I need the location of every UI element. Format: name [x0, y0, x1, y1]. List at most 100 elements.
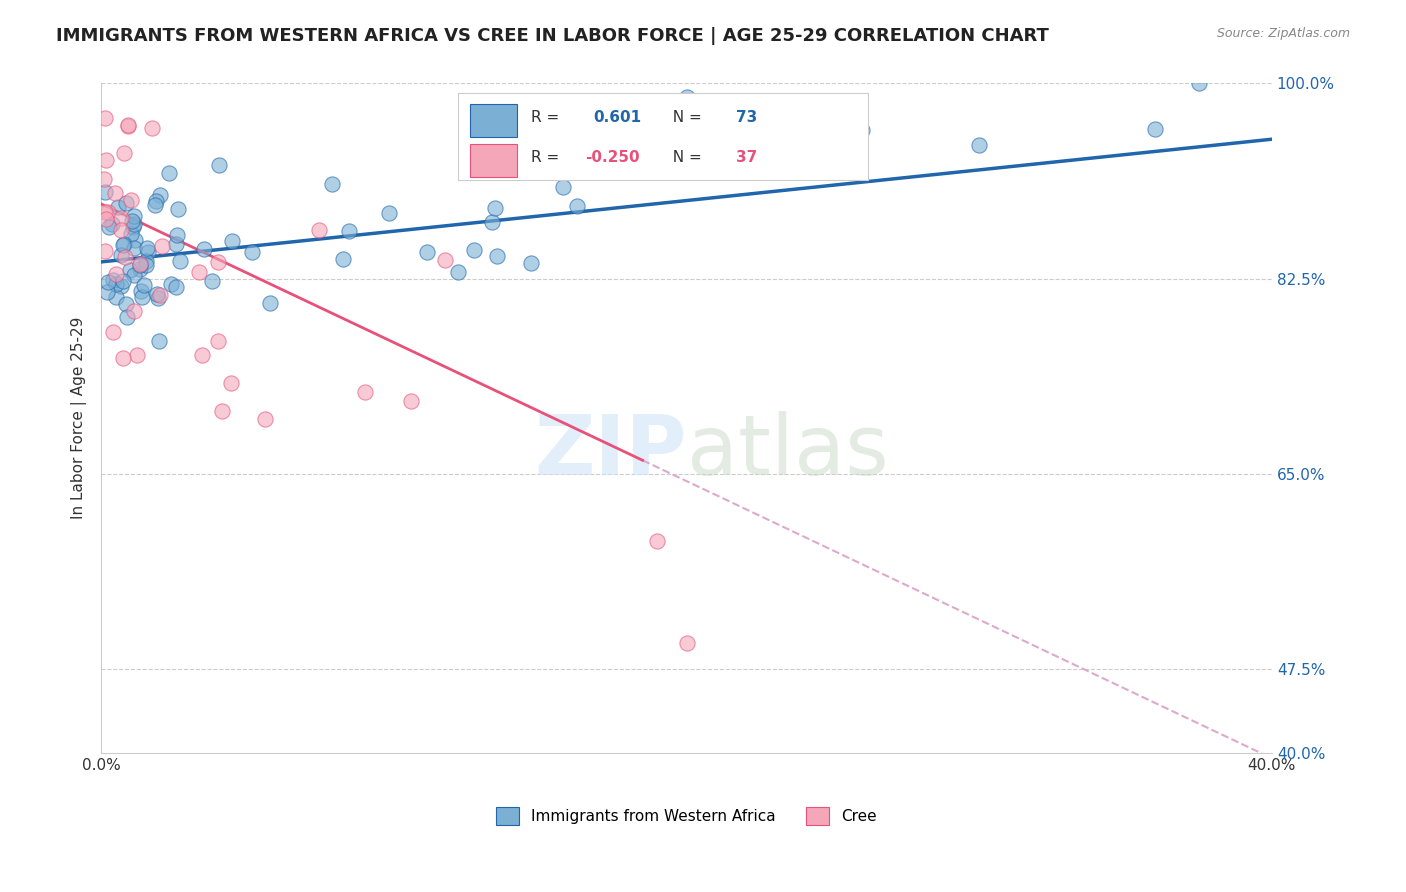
Point [150, 239, 173, 253]
Point [104, 267, 127, 281]
Point [553, 179, 575, 194]
Point [201, 274, 224, 288]
Point [141, 121, 163, 136]
Y-axis label: In Labor Force | Age 25-29: In Labor Force | Age 25-29 [72, 317, 87, 519]
Point [149, 188, 172, 202]
Point [219, 376, 242, 391]
Text: -0.250: -0.250 [585, 151, 640, 165]
Point [129, 284, 152, 298]
Point [97, 220, 120, 235]
Point [120, 193, 142, 207]
Point [378, 206, 401, 220]
Point [125, 348, 148, 362]
Point [1143, 122, 1166, 136]
Point [101, 325, 124, 339]
Point [112, 237, 135, 252]
Text: atlas: atlas [686, 411, 889, 492]
Point [240, 245, 263, 260]
Point [447, 265, 470, 279]
Point [481, 215, 503, 229]
Text: ZIP: ZIP [534, 411, 686, 492]
Point [117, 119, 139, 133]
Point [211, 404, 233, 418]
FancyBboxPatch shape [470, 144, 517, 178]
Point [107, 200, 129, 214]
Point [110, 211, 132, 225]
Text: Source: ZipAtlas.com: Source: ZipAtlas.com [1216, 27, 1350, 40]
Point [97, 204, 120, 219]
Text: 37: 37 [735, 151, 756, 165]
Point [484, 201, 506, 215]
Point [145, 287, 167, 301]
Point [148, 334, 170, 348]
Point [332, 252, 354, 267]
Point [207, 254, 229, 268]
Point [565, 199, 588, 213]
Text: N =: N = [664, 111, 707, 125]
Point [122, 217, 145, 231]
Point [97, 275, 120, 289]
FancyBboxPatch shape [458, 94, 868, 180]
Point [145, 194, 167, 208]
Point [165, 280, 187, 294]
Point [308, 223, 330, 237]
Point [110, 279, 132, 293]
Point [122, 209, 145, 223]
Point [675, 636, 697, 650]
Text: 0.601: 0.601 [593, 111, 641, 125]
Point [114, 196, 136, 211]
Point [416, 244, 439, 259]
Point [94, 111, 117, 125]
Point [105, 290, 128, 304]
Point [166, 227, 188, 242]
Point [114, 250, 136, 264]
Point [124, 233, 146, 247]
Point [128, 261, 150, 276]
Point [124, 303, 146, 318]
Point [117, 119, 139, 133]
Point [967, 138, 990, 153]
Point [122, 219, 145, 234]
Point [101, 217, 124, 231]
Point [114, 296, 136, 310]
Point [160, 277, 183, 291]
Point [259, 295, 281, 310]
Point [124, 241, 146, 255]
Point [143, 198, 166, 212]
Text: IMMIGRANTS FROM WESTERN AFRICA VS CREE IN LABOR FORCE | AGE 25-29 CORRELATION CH: IMMIGRANTS FROM WESTERN AFRICA VS CREE I… [56, 27, 1049, 45]
Point [93, 172, 115, 186]
Point [1188, 77, 1211, 91]
Point [117, 310, 139, 324]
Text: R =  0.601   N = 73: R = 0.601 N = 73 [464, 103, 627, 121]
Point [131, 290, 153, 304]
Text: R =: R = [531, 111, 569, 125]
Point [337, 224, 360, 238]
Text: N =: N = [664, 151, 707, 165]
Point [121, 214, 143, 228]
Point [207, 334, 229, 348]
Point [188, 265, 211, 279]
Point [353, 384, 375, 399]
Point [112, 236, 135, 251]
Point [136, 245, 159, 260]
Point [101, 272, 124, 286]
Point [463, 243, 485, 257]
Legend: Immigrants from Western Africa, Cree: Immigrants from Western Africa, Cree [489, 800, 883, 831]
Point [135, 258, 157, 272]
Point [112, 146, 135, 161]
Point [132, 278, 155, 293]
Point [94, 211, 117, 226]
Point [166, 202, 188, 216]
Point [520, 255, 543, 269]
Point [486, 249, 509, 263]
Point [94, 153, 117, 168]
Point [208, 158, 231, 172]
Text: R =: R = [531, 151, 564, 165]
Point [148, 291, 170, 305]
Point [105, 277, 128, 292]
Point [136, 241, 159, 255]
Point [122, 268, 145, 283]
Point [96, 285, 118, 300]
Point [149, 287, 172, 301]
Point [111, 351, 134, 366]
